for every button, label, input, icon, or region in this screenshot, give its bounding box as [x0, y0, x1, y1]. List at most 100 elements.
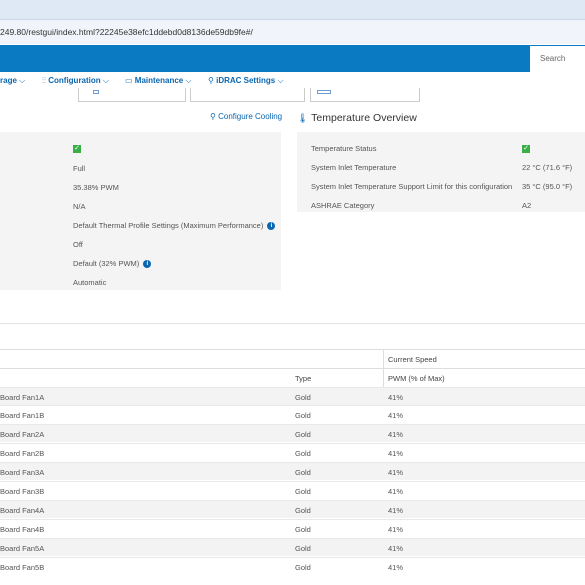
menu-maintenance[interactable]: ▭ Maintenance ⌵ — [125, 76, 192, 86]
configure-cooling-link[interactable]: ⚲ Configure Cooling — [210, 112, 282, 121]
table-row: Board Fan2B Gold 41% — [0, 443, 585, 461]
fan-type: Gold — [295, 393, 311, 402]
temperature-value: A2 — [522, 201, 532, 210]
address-bar[interactable]: 249.80/restgui/index.html?22245e38efc1dd… — [0, 20, 585, 44]
table-row: Board Fan4A Gold 41% — [0, 500, 585, 518]
check-icon: ✓ — [73, 145, 81, 154]
main-menu: rage ⌵ ⫶⫶ Configuration ⌵ ▭ Maintenance … — [0, 72, 585, 92]
fan-pwm: 41% — [388, 525, 404, 534]
cooling-minimum-fan-speed: Default (32% PWM) i — [73, 259, 152, 269]
search-input[interactable]: Search — [530, 46, 585, 72]
fan-name: Board Fan3B — [0, 487, 45, 496]
chevron-down-icon: ⌵ — [102, 76, 109, 85]
temperature-label: System Inlet Temperature Support Limit f… — [311, 182, 513, 191]
menu-configuration[interactable]: ⫶⫶ Configuration ⌵ — [42, 76, 109, 86]
current-speed-header: Current Speed — [388, 355, 437, 364]
fan-name: Board Fan2A — [0, 430, 45, 439]
fan-pwm: 41% — [388, 449, 404, 458]
chevron-down-icon: ⌵ — [19, 76, 26, 85]
temperature-label: Temperature Status — [311, 144, 377, 153]
cooling-overview-panel: ✓ Full 35.38% PWM N/A Default Thermal Pr… — [0, 132, 281, 290]
fan-pwm: 41% — [388, 544, 404, 553]
thermometer-icon: 🌡︎ — [297, 113, 309, 123]
temperature-label: ASHRAE Category — [311, 201, 375, 210]
type-column-header[interactable]: Type — [295, 374, 312, 383]
cooling-value: 35.38% PWM — [73, 183, 119, 192]
app-header-bar — [0, 45, 585, 72]
fan-type: Gold — [295, 468, 311, 477]
fan-type: Gold — [295, 411, 311, 420]
fan-name: Board Fan2B — [0, 449, 45, 458]
section-divider — [0, 323, 585, 324]
fan-type: Gold — [295, 506, 311, 515]
fan-name: Board Fan1B — [0, 411, 45, 420]
table-row: Board Fan2A Gold 41% — [0, 424, 585, 442]
table-group-header: Current Speed — [0, 349, 585, 368]
fan-pwm: 41% — [388, 506, 404, 515]
table-row: Board Fan3A Gold 41% — [0, 462, 585, 480]
dropdown-fragment — [310, 88, 420, 102]
table-row: Board Fan1B Gold 41% — [0, 405, 585, 423]
dropdown-fragment — [78, 88, 186, 102]
configure-cooling-label: Configure Cooling — [218, 112, 283, 121]
table-row: Board Fan4B Gold 41% — [0, 519, 585, 537]
browser-tab-strip — [0, 0, 585, 20]
fan-name: Board Fan5A — [0, 544, 45, 553]
menu-storage[interactable]: rage ⌵ — [0, 76, 25, 86]
info-icon[interactable]: i — [267, 222, 276, 231]
menu-idrac-settings-label: iDRAC Settings — [216, 76, 276, 85]
fan-type: Gold — [295, 430, 311, 439]
temperature-value: 22 °C (71.6 °F) — [522, 163, 573, 172]
chevron-down-icon: ⌵ — [277, 76, 284, 85]
check-icon: ✓ — [522, 145, 530, 154]
fan-name: Board Fan4B — [0, 525, 45, 534]
fan-pwm: 41% — [388, 411, 404, 420]
fan-pwm: 41% — [388, 468, 404, 477]
info-icon[interactable]: i — [143, 260, 152, 269]
fan-type: Gold — [295, 449, 311, 458]
cooling-value: Off — [73, 240, 83, 249]
menu-idrac-settings[interactable]: ⚲ iDRAC Settings ⌵ — [208, 76, 284, 86]
pwm-column-header[interactable]: PWM (% of Max) — [388, 374, 445, 383]
temperature-overview-label: Temperature Overview — [311, 112, 417, 124]
fan-pwm: 41% — [388, 563, 404, 572]
fan-name: Board Fan3A — [0, 468, 45, 477]
table-row: Board Fan5B Gold 41% — [0, 557, 585, 575]
temperature-label: System Inlet Temperature — [311, 163, 397, 172]
temperature-overview-panel: Temperature Status ✓ System Inlet Temper… — [297, 132, 585, 212]
sliders-icon: ⫶⫶ — [42, 76, 46, 85]
fan-pwm: 41% — [388, 430, 404, 439]
dropdown-fragment-icon — [317, 90, 331, 94]
key-icon: ⚲ — [208, 76, 214, 85]
fan-type: Gold — [295, 544, 311, 553]
fan-type: Gold — [295, 525, 311, 534]
menu-maintenance-label: Maintenance — [134, 76, 184, 85]
temperature-value: 35 °C (95.0 °F) — [522, 182, 573, 191]
fan-name: Board Fan1A — [0, 393, 45, 402]
cooling-value: N/A — [73, 202, 86, 211]
table-row: Board Fan5A Gold 41% — [0, 538, 585, 556]
key-icon: ⚲ — [210, 112, 216, 121]
fan-type: Gold — [295, 563, 311, 572]
fan-name: Board Fan5B — [0, 563, 45, 572]
cooling-value: Full — [73, 164, 86, 173]
cooling-thermal-profile: Default Thermal Profile Settings (Maximu… — [73, 221, 276, 231]
fan-pwm: 41% — [388, 487, 404, 496]
table-row: Board Fan1A Gold 41% — [0, 387, 585, 405]
cooling-value: Automatic — [73, 278, 107, 287]
address-url[interactable]: 249.80/restgui/index.html?22245e38efc1dd… — [0, 27, 253, 37]
temperature-overview-title: 🌡︎ Temperature Overview — [297, 112, 417, 124]
search-placeholder: Search — [540, 54, 566, 63]
temperature-status-value: ✓ — [522, 144, 530, 154]
monitor-icon: ▭ — [125, 76, 133, 85]
dropdown-fragment — [190, 88, 305, 102]
fan-type: Gold — [295, 487, 311, 496]
table-row: Board Fan3B Gold 41% — [0, 481, 585, 499]
cooling-value: Default Thermal Profile Settings (Maximu… — [73, 221, 264, 230]
table-header: Type PWM (% of Max) — [0, 368, 585, 387]
cooling-value: Default (32% PWM) — [73, 259, 140, 268]
column-separator — [383, 349, 384, 387]
cooling-status-value: ✓ — [73, 144, 81, 154]
dropdown-fragment-icon — [93, 90, 99, 94]
fan-pwm: 41% — [388, 393, 404, 402]
